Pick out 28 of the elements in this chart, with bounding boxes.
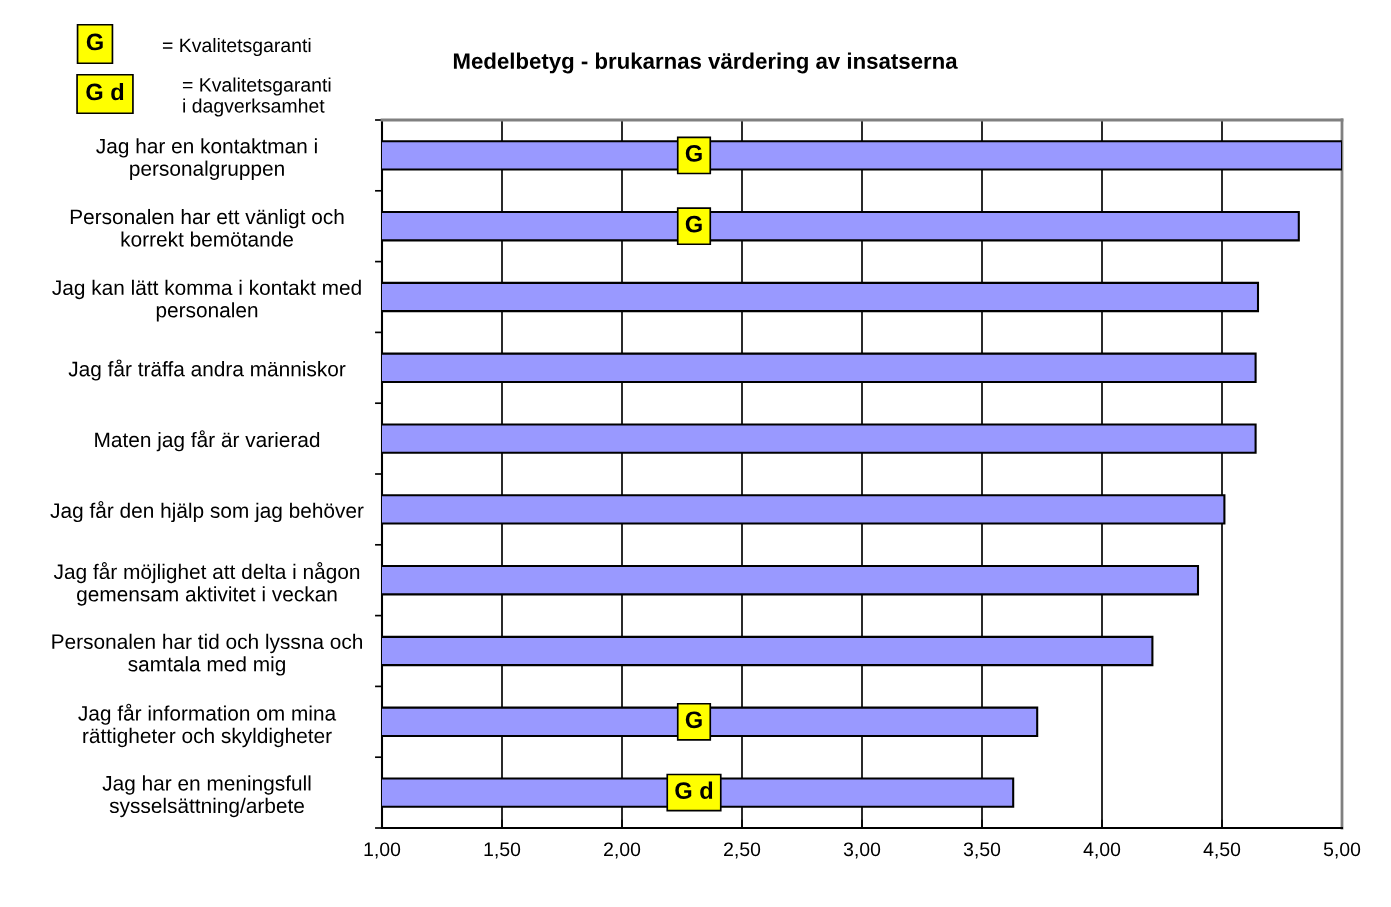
y-tick-label: Jag kan lätt komma i kontakt med personalen <box>52 279 361 322</box>
text: = Kvalitetsgaranti <box>162 37 311 57</box>
chart-title: Medelbetyg - brukarnas värdering av insatserna <box>453 52 958 74</box>
x-tick-label: 5,00 <box>1323 842 1361 859</box>
x-tick-label: 3,00 <box>843 842 881 859</box>
y-tick-label: Jag får information om mina rättigheter och skyldigheter <box>78 703 337 748</box>
x-tick-label: 1,00 <box>364 842 401 859</box>
x-tick-label: 4,50 <box>1203 842 1241 859</box>
text: G d <box>86 83 124 101</box>
text: = Kvalitetsgaranti i dagverksamhet <box>182 77 331 117</box>
y-tick-label: Personalen har tid och lyssna och samtala med mig <box>52 633 362 676</box>
annotation: G <box>685 711 702 729</box>
y-tick-label: Jag får den hjälp som jag behöver <box>50 501 364 523</box>
y-tick-label: Jag får möjlighet att delta i någon gemensam aktivitet i veckan <box>53 562 360 606</box>
y-tick-label: Jag får träffa andra människor <box>68 359 346 381</box>
x-tick-label: 2,50 <box>724 842 761 859</box>
y-tick-label: Maten jag får är varierad <box>95 430 320 452</box>
annotation: G <box>685 215 702 233</box>
y-tick-label: Jag har en kontaktman i personalgruppen <box>96 138 317 180</box>
annotation: G <box>685 145 702 162</box>
x-tick-label: 2,00 <box>604 842 641 859</box>
y-tick-label: Personalen har ett vänligt och korrekt bemötande <box>70 208 344 247</box>
annotation: G d <box>675 781 713 799</box>
y-tick-label: Jag har en meningsfull sysselsättning/arbete <box>102 775 311 818</box>
x-tick-label: 3,50 <box>963 842 1001 859</box>
text: G <box>86 33 103 51</box>
x-tick-label: 1,50 <box>484 842 521 859</box>
x-tick-label: 4,00 <box>1083 842 1121 859</box>
